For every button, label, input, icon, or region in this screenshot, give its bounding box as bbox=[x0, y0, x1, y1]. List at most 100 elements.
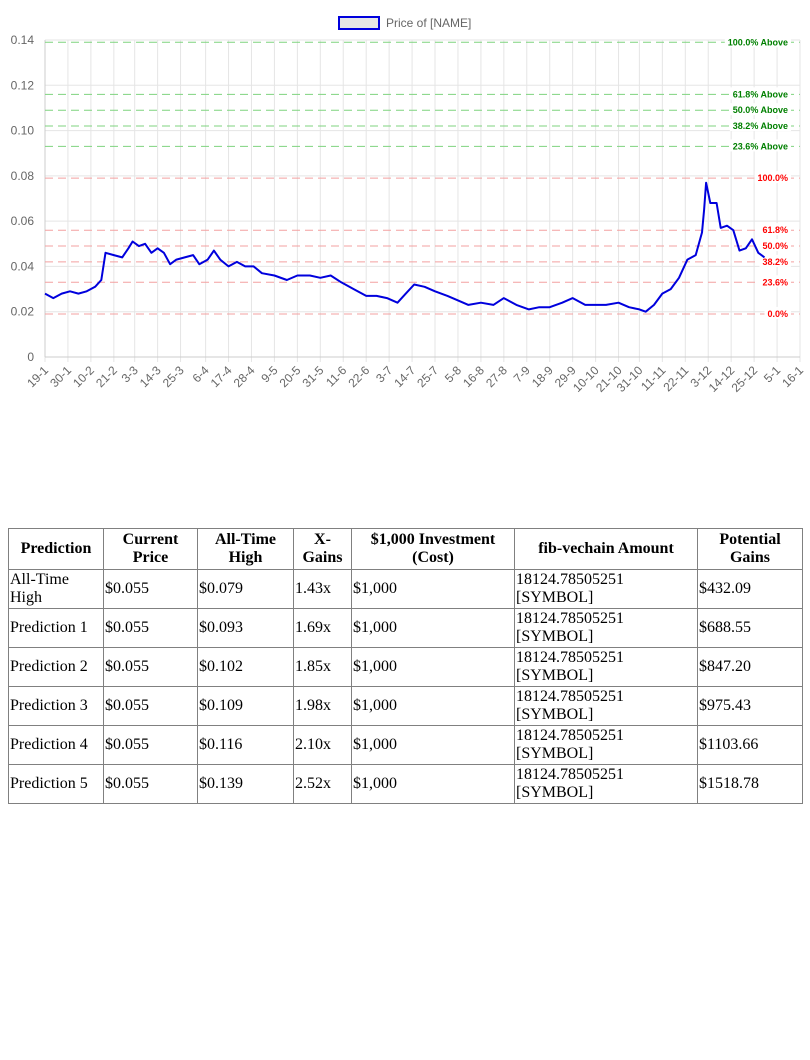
table-cell: 18124.78505251 [SYMBOL] bbox=[514, 569, 698, 609]
table-header-cell: Potential Gains bbox=[697, 528, 803, 570]
fib-level-label: 100.0% Above bbox=[728, 37, 788, 47]
table-cell: $0.055 bbox=[103, 569, 198, 609]
table-row: All-Time High $0.055 $0.079 1.43x $1,000 1812… bbox=[8, 569, 803, 609]
table-cell: 1.85x bbox=[293, 647, 352, 687]
table-cell: $1,000 bbox=[351, 647, 515, 687]
fib-label-bg bbox=[759, 275, 791, 288]
fib-level-label: 50.0% bbox=[762, 241, 788, 251]
x-tick-label: 19-1 bbox=[24, 363, 51, 390]
table-cell: $1,000 bbox=[351, 686, 515, 726]
table-cell: $0.109 bbox=[197, 686, 294, 726]
table-cell: 18124.78505251 [SYMBOL] bbox=[514, 725, 698, 765]
price-series-line bbox=[44, 181, 766, 313]
y-tick-label: 0.08 bbox=[11, 169, 35, 183]
fib-label-bg bbox=[759, 239, 791, 252]
table-cell: $432.09 bbox=[697, 569, 803, 609]
fib-level-label: 38.2% bbox=[762, 257, 788, 267]
table-row: Prediction 4 $0.055 $0.116 2.10x $1,000 18124… bbox=[8, 725, 803, 765]
table-cell: 18124.78505251 [SYMBOL] bbox=[514, 764, 698, 804]
x-tick-label: 22-6 bbox=[345, 363, 372, 390]
x-tick-label: 14-7 bbox=[391, 363, 418, 390]
table-row: Prediction 3 $0.055 $0.109 1.98x $1,000 18124… bbox=[8, 686, 803, 726]
table-cell: $0.079 bbox=[197, 569, 294, 609]
table-row: Prediction 5 $0.055 $0.139 2.52x $1,000 18124… bbox=[8, 764, 803, 804]
x-tick-label: 31-5 bbox=[300, 363, 327, 390]
x-tick-label: 16-1 bbox=[779, 363, 806, 390]
table-cell: 1.69x bbox=[293, 608, 352, 648]
fib-level-label: 0.0% bbox=[767, 309, 788, 319]
table-row: Prediction 2 $0.055 $0.102 1.85x $1,000 18124… bbox=[8, 647, 803, 687]
x-tick-label: 25-7 bbox=[414, 363, 441, 390]
table-cell: 18124.78505251 [SYMBOL] bbox=[514, 647, 698, 687]
fib-label-bg bbox=[729, 87, 791, 100]
x-tick-label: 25-3 bbox=[160, 363, 187, 390]
fib-label-bg bbox=[759, 223, 791, 236]
fib-label-bg bbox=[724, 35, 791, 48]
fib-label-bg bbox=[764, 306, 791, 319]
table-cell: Prediction 4 bbox=[8, 725, 104, 765]
table-cell: $1,000 bbox=[351, 725, 515, 765]
y-tick-label: 0.06 bbox=[11, 214, 35, 228]
table-cell: Prediction 5 bbox=[8, 764, 104, 804]
x-tick-label: 16-8 bbox=[460, 363, 487, 390]
x-tick-label: 30-1 bbox=[47, 363, 74, 390]
y-tick-label: 0 bbox=[27, 350, 34, 364]
fib-label-bg bbox=[729, 119, 791, 132]
table-cell: $847.20 bbox=[697, 647, 803, 687]
x-tick-label: 18-9 bbox=[529, 363, 556, 390]
fib-level-label: 100.0% bbox=[757, 173, 788, 183]
legend-swatch bbox=[338, 16, 380, 30]
y-tick-label: 0.04 bbox=[11, 259, 35, 273]
x-tick-label: 11-6 bbox=[323, 363, 349, 389]
x-tick-label: 10-2 bbox=[70, 363, 97, 390]
table-cell: $0.055 bbox=[103, 647, 198, 687]
table-cell: $0.116 bbox=[197, 725, 294, 765]
table-cell: $0.102 bbox=[197, 647, 294, 687]
table-cell: $0.055 bbox=[103, 764, 198, 804]
table-cell: 18124.78505251 [SYMBOL] bbox=[514, 608, 698, 648]
table-cell: Prediction 2 bbox=[8, 647, 104, 687]
fib-label-bg bbox=[729, 139, 791, 152]
table-cell: Prediction 3 bbox=[8, 686, 104, 726]
table-cell: 1.98x bbox=[293, 686, 352, 726]
table-cell: $0.055 bbox=[103, 725, 198, 765]
x-tick-label: 17-4 bbox=[208, 363, 235, 390]
fib-level-label: 38.2% Above bbox=[733, 121, 788, 131]
fib-level-label: 50.0% Above bbox=[733, 105, 788, 115]
table-cell: Prediction 1 bbox=[8, 608, 104, 648]
table-header-cell: X-Gains bbox=[293, 528, 352, 570]
x-tick-label: 22-11 bbox=[660, 363, 691, 394]
table-header-cell: Prediction bbox=[8, 528, 104, 570]
x-tick-label: 21-2 bbox=[93, 363, 120, 390]
table-cell: $1518.78 bbox=[697, 764, 803, 804]
price-chart-svg: 0 0.02 0.04 0.06 0.08 0.10 0.12 0.14 19-130-110-… bbox=[11, 16, 806, 395]
table-cell: All-Time High bbox=[8, 569, 104, 609]
table-cell: 2.52x bbox=[293, 764, 352, 804]
legend-label: Price of [NAME] bbox=[386, 16, 471, 30]
price-chart: 0 0.02 0.04 0.06 0.08 0.10 0.12 0.14 19-1 30-1 10-… bbox=[0, 0, 810, 410]
table-header-cell: All-Time High bbox=[197, 528, 294, 570]
x-tick-label: 25-12 bbox=[729, 363, 761, 395]
y-tick-label: 0.14 bbox=[11, 33, 35, 47]
x-tick-label: 27-8 bbox=[483, 363, 510, 390]
y-tick-label: 0.02 bbox=[11, 305, 35, 319]
table-cell: $0.139 bbox=[197, 764, 294, 804]
table-cell: $1,000 bbox=[351, 764, 515, 804]
table-cell: $975.43 bbox=[697, 686, 803, 726]
fib-level-label: 23.6% bbox=[762, 277, 788, 287]
table-cell: $688.55 bbox=[697, 608, 803, 648]
fib-level-label: 23.6% Above bbox=[733, 141, 788, 151]
x-tick-label: 14-3 bbox=[137, 363, 164, 390]
table-cell: 1.43x bbox=[293, 569, 352, 609]
y-tick-label: 0.10 bbox=[11, 124, 35, 138]
table-cell: $1,000 bbox=[351, 569, 515, 609]
fib-label-bg bbox=[729, 103, 791, 116]
fib-label-bg bbox=[759, 254, 791, 267]
table-header-cell: Current Price bbox=[103, 528, 198, 570]
y-tick-label: 0.12 bbox=[11, 78, 35, 92]
table-header-cell: fib-vechain Amount bbox=[514, 528, 698, 570]
table-cell: $0.055 bbox=[103, 608, 198, 648]
table-cell: $1103.66 bbox=[697, 725, 803, 765]
fib-level-label: 61.8% Above bbox=[733, 89, 788, 99]
fib-level-label: 61.8% bbox=[762, 225, 788, 235]
